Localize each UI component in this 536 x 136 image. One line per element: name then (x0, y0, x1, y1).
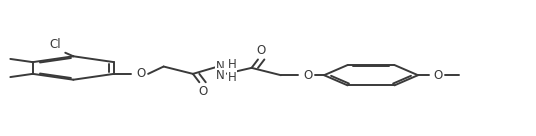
Text: O: O (137, 67, 146, 80)
Text: H: H (227, 71, 236, 84)
Text: N: N (216, 69, 225, 82)
Text: N: N (216, 60, 225, 73)
Text: O: O (303, 69, 312, 82)
Text: H: H (227, 58, 236, 71)
Text: O: O (434, 69, 443, 82)
Text: Cl: Cl (50, 38, 61, 51)
Text: O: O (257, 44, 266, 57)
Text: O: O (198, 84, 207, 98)
